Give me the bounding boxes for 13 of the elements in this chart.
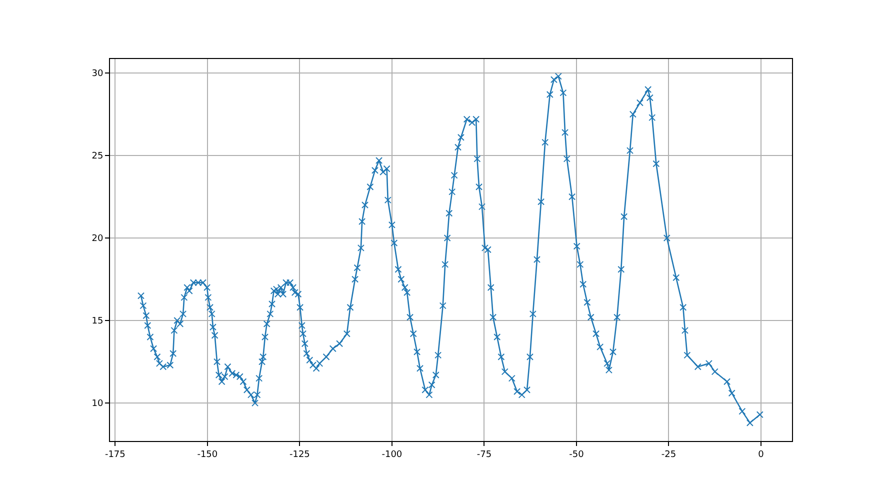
y-tick-label: 10 xyxy=(92,399,104,410)
y-tick-label: 30 xyxy=(92,69,104,80)
x-tick-label: -50 xyxy=(569,450,584,460)
y-tick-label: 20 xyxy=(92,234,104,244)
x-tick-label: -150 xyxy=(197,450,218,460)
x-tick-label: -75 xyxy=(476,450,492,460)
x-tick-label: -25 xyxy=(661,450,676,460)
x-tick-label: 0 xyxy=(758,450,764,460)
y-tick-label: 25 xyxy=(92,152,104,162)
y-tick-label: 15 xyxy=(92,316,104,327)
x-tick-label: -175 xyxy=(104,450,126,460)
x-tick-label: -100 xyxy=(382,450,402,460)
x-tick-label: -125 xyxy=(289,450,310,460)
